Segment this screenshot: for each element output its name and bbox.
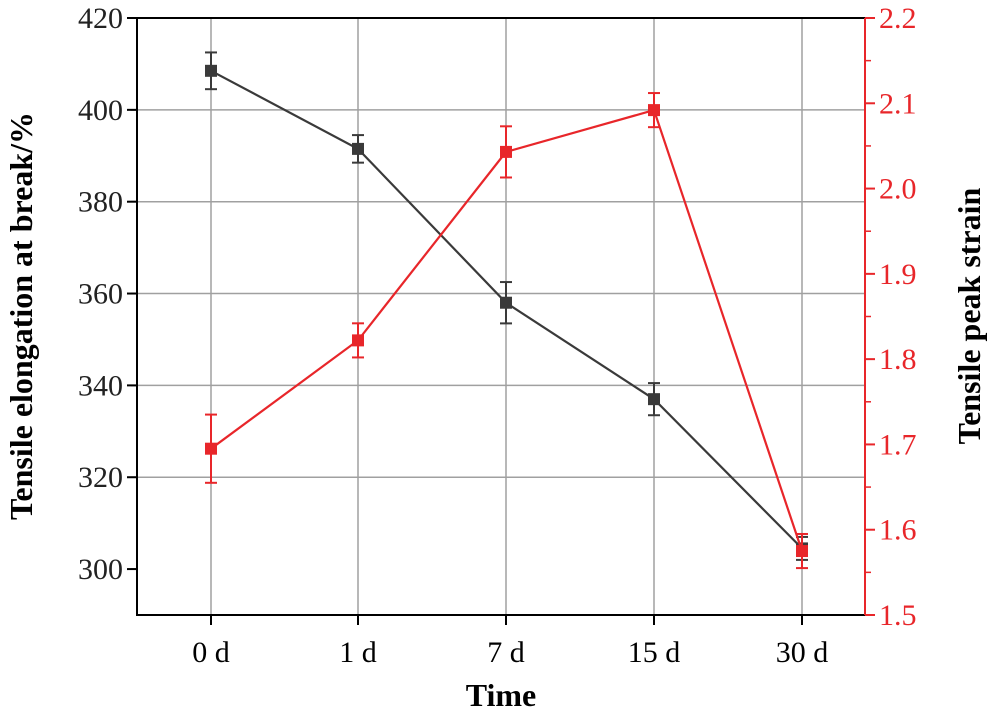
data-point — [648, 104, 660, 117]
plot-frame — [136, 17, 866, 616]
right-tick-label: 1.7 — [879, 428, 917, 461]
right-tick-label: 1.9 — [879, 258, 917, 291]
x-tick-label: 1 d — [339, 636, 377, 669]
data-point — [500, 296, 512, 309]
data-point — [796, 545, 808, 558]
right-tick-label: 2.1 — [879, 87, 917, 120]
data-point — [648, 393, 660, 406]
left-tick-label: 400 — [78, 94, 123, 127]
right-axis-title: Tensile peak strain — [951, 187, 987, 444]
x-tick-label: 0 d — [192, 636, 230, 669]
grid-lines — [137, 18, 865, 615]
left-tick-label: 320 — [78, 461, 123, 494]
left-tick-label: 300 — [78, 553, 123, 586]
right-axis-ticks: 1.5 1.6 1.7 1.8 1.9 2.0 2.1 2.2 — [865, 2, 917, 632]
left-tick-label: 420 — [78, 2, 123, 35]
x-tick-label: 15 d — [628, 636, 681, 669]
series-right — [205, 92, 808, 570]
right-tick-label: 2.2 — [879, 2, 917, 35]
x-tick-label: 7 d — [487, 636, 525, 669]
data-point — [205, 442, 217, 455]
series-layer — [205, 51, 808, 570]
left-tick-label: 380 — [78, 186, 123, 219]
data-point — [352, 142, 364, 155]
right-tick-label: 1.6 — [879, 514, 917, 547]
x-axis-ticks: 0 d 1 d 7 d 15 d 30 d — [192, 615, 828, 669]
x-axis-title: Time — [466, 677, 537, 713]
data-point — [500, 145, 512, 158]
left-axis-title: Tensile elongation at break/% — [3, 112, 39, 520]
x-tick-label: 30 d — [776, 636, 829, 669]
right-tick-label: 1.8 — [879, 343, 917, 376]
right-tick-label: 1.5 — [879, 599, 917, 632]
data-point — [205, 64, 217, 77]
data-point — [352, 334, 364, 347]
left-tick-label: 340 — [78, 369, 123, 402]
left-axis-ticks: 300 320 340 360 380 400 420 — [78, 2, 137, 586]
right-tick-label: 2.0 — [879, 173, 917, 206]
left-tick-label: 360 — [78, 278, 123, 311]
